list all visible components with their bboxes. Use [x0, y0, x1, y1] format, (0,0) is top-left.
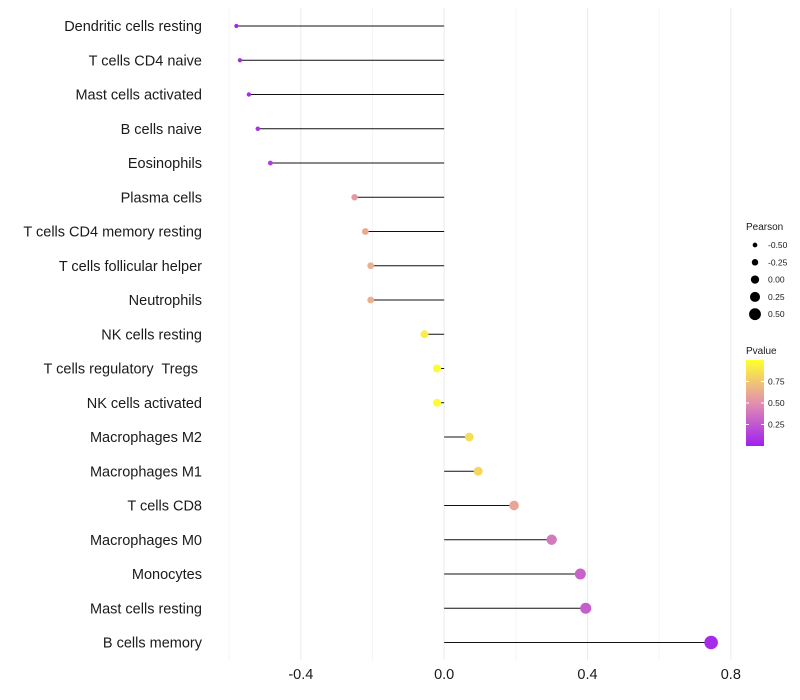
y-axis-label: B cells naive: [121, 122, 202, 138]
lollipop-point: [255, 126, 261, 132]
y-axis-label: Mast cells activated: [75, 88, 202, 104]
legend-pearson-key: [749, 291, 761, 302]
lollipop-point: [509, 500, 519, 511]
legend-pvalue-label: 0.25: [768, 420, 785, 430]
lollipop-point: [361, 228, 369, 235]
y-axis-label: B cells memory: [103, 636, 203, 652]
legend-pearson-label: -0.50: [768, 240, 788, 250]
lollipop-point: [367, 296, 375, 304]
lollipop-point: [237, 58, 243, 63]
legend-pvalue-label: 0.50: [768, 398, 785, 408]
legend-pearson: Pearson -0.50 -0.25 0.00 0.25 0.50: [746, 222, 788, 321]
pvalue-colorbar: [746, 360, 764, 446]
legend-pearson-key: [751, 259, 759, 266]
y-axis-label: Monocytes: [132, 567, 202, 583]
lollipop-point: [546, 534, 557, 545]
lollipop-point: [473, 466, 483, 476]
legend-pearson-label: 0.50: [768, 309, 785, 319]
legend-pearson-label: -0.25: [768, 257, 788, 267]
y-axis-label: Plasma cells: [121, 190, 202, 206]
lollipop-point: [246, 92, 252, 97]
legend-pvalue: Pvalue 0.75 0.50 0.25: [746, 346, 785, 446]
lollipop-point: [234, 23, 239, 29]
y-axis-label: Macrophages M0: [90, 533, 202, 549]
legend-pearson-title: Pearson: [746, 222, 783, 233]
y-axis-label: T cells CD4 naive: [89, 53, 202, 69]
y-axis-label: NK cells resting: [101, 327, 202, 343]
lollipop-stems: [236, 25, 712, 643]
lollipop-points: [234, 23, 718, 650]
lollipop-point: [704, 635, 718, 650]
y-axis-label: T cells regulatory Tregs: [44, 362, 203, 378]
lollipop-point: [580, 602, 592, 614]
y-axis-label: Macrophages M2: [90, 430, 202, 446]
y-axis-label: Dendritic cells resting: [64, 19, 202, 35]
lollipop-point: [420, 330, 429, 339]
lollipop-point: [267, 160, 273, 166]
lollipop-point: [574, 568, 586, 580]
lollipop-point: [351, 194, 358, 201]
x-axis-tick-labels: -0.4 0.0 0.4 0.8: [288, 667, 741, 683]
legend-pearson-label: 0.00: [768, 275, 785, 285]
legend-pearson-label: 0.25: [768, 292, 785, 302]
y-axis-label: Eosinophils: [128, 156, 202, 172]
y-axis-label: T cells follicular helper: [59, 259, 202, 275]
y-axis-label: Neutrophils: [129, 293, 202, 309]
legend-pearson-key: [750, 275, 760, 284]
legend-pvalue-title: Pvalue: [746, 346, 777, 357]
y-axis-labels: Dendritic cells resting T cells CD4 naive…: [23, 19, 202, 652]
x-tick-label: -0.4: [288, 667, 313, 683]
y-axis-label: Macrophages M1: [90, 464, 202, 480]
lollipop-point: [464, 432, 474, 442]
legend-pearson-key: [749, 308, 761, 321]
legend-pearson-key: [752, 242, 758, 248]
y-axis-label: T cells CD4 memory resting: [23, 225, 202, 241]
x-tick-label: 0.4: [577, 667, 597, 683]
x-tick-label: 0.8: [721, 667, 741, 683]
y-axis-label: NK cells activated: [87, 396, 202, 412]
lollipop-point: [432, 364, 442, 373]
lollipop-point: [432, 398, 442, 407]
lollipop-point: [367, 262, 375, 270]
legend-pvalue-label: 0.75: [768, 377, 785, 387]
x-tick-label: 0.0: [434, 667, 454, 683]
grid-lines: [228, 8, 732, 660]
y-axis-label: Mast cells resting: [90, 601, 202, 617]
y-axis-label: T cells CD8: [127, 499, 202, 515]
